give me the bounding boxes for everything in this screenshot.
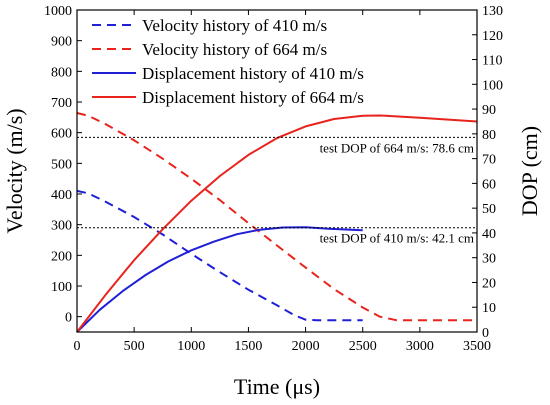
legend: Velocity history of 410 m/s Velocity hist… [92, 16, 364, 107]
y-tick-label: 200 [51, 249, 72, 264]
reference-label-1: test DOP of 664 m/s: 78.6 cm [320, 140, 474, 155]
y2-tick-label: 40 [482, 227, 496, 242]
reference-label-2: test DOP of 410 m/s: 42.1 cm [320, 231, 474, 246]
y-axis-title: Velocity (m/s) [2, 108, 27, 233]
series-layer [76, 112, 478, 333]
x-tick-label: 1500 [234, 339, 262, 354]
y2-tick-label: 80 [482, 128, 496, 143]
plot-frame [76, 9, 478, 333]
legend-label-1: Velocity history of 410 m/s [142, 16, 327, 35]
y2-tick-label: 60 [482, 177, 496, 192]
y2-tick-label: 120 [482, 29, 503, 44]
reference-lines: test DOP of 664 m/s: 78.6 cm test DOP of … [77, 136, 477, 246]
y2-tick-label: 70 [482, 153, 496, 168]
y-tick-label: 1000 [44, 4, 72, 19]
y2-axis-title: DOP (cm) [517, 126, 542, 216]
axis-ticks: 0 500 1000 1500 2000 2500 3000 3500010020030040… [44, 4, 503, 354]
legend-label-2: Velocity history of 664 m/s [142, 40, 327, 59]
series-line-3 [76, 226, 363, 333]
y-tick-label: 600 [51, 127, 72, 142]
series-line-2 [76, 112, 477, 322]
x-tick-label: 500 [124, 339, 145, 354]
y-tick-label: 400 [51, 188, 72, 203]
y-tick-label: 300 [51, 219, 72, 234]
y2-tick-label: 90 [482, 103, 496, 118]
y2-tick-label: 100 [482, 78, 503, 93]
y-tick-label: 0 [65, 311, 72, 326]
y-tick-label: 900 [51, 35, 72, 50]
x-tick-label: 3000 [406, 339, 434, 354]
y2-tick-label: 110 [482, 54, 502, 69]
x-tick-label: 2000 [292, 339, 320, 354]
x-tick-label: 0 [74, 339, 81, 354]
y-tick-label: 700 [51, 96, 72, 111]
y2-tick-label: 130 [482, 4, 503, 19]
series-line-1 [76, 189, 363, 322]
y2-tick-label: 10 [482, 301, 496, 316]
series-line-4 [76, 114, 478, 333]
y-tick-label: 500 [51, 157, 72, 172]
y2-tick-label: 0 [482, 326, 489, 341]
x-tick-label: 1000 [177, 339, 205, 354]
x-tick-label: 3500 [463, 339, 491, 354]
y2-tick-label: 20 [482, 276, 496, 291]
y-tick-label: 100 [51, 280, 72, 295]
x-axis-title: Time (μs) [234, 374, 320, 399]
x-tick-label: 2500 [349, 339, 377, 354]
legend-label-3: Displacement history of 410 m/s [142, 64, 364, 83]
y2-tick-label: 50 [482, 202, 496, 217]
y-tick-label: 800 [51, 65, 72, 80]
y2-tick-label: 30 [482, 252, 496, 267]
legend-label-4: Displacement history of 664 m/s [142, 88, 364, 107]
